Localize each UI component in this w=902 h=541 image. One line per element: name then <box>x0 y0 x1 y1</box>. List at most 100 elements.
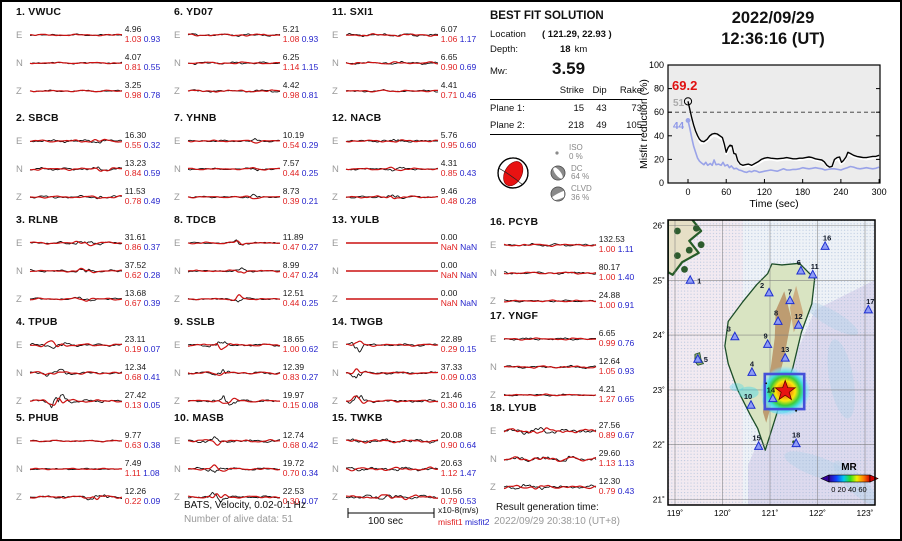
lon-tick-label: 123˚ <box>856 508 873 518</box>
synthetic-trace <box>29 33 122 37</box>
component-label: N <box>16 265 23 277</box>
amplitude-value: 4.07 <box>124 52 142 63</box>
amplitude-value: 4.41 <box>440 80 458 91</box>
misfit2-value: 0.27 <box>301 242 319 252</box>
misfit2-value: 0.93 <box>143 34 161 44</box>
amplitude-value: 12.30 <box>598 476 621 487</box>
synthetic-trace <box>503 427 596 434</box>
station-number-label: 17 <box>866 297 874 306</box>
misfit2-value: 0.39 <box>143 298 161 308</box>
y-tick-label: 40 <box>654 131 664 141</box>
misfit2-value: 0.43 <box>459 168 477 178</box>
mr-colorbar: MR 0 20 40 60 <box>820 462 879 494</box>
station-marker-11 <box>807 269 818 279</box>
misfit2-value: 0.67 <box>617 430 635 440</box>
component-row: E 11.89 0.47 0.27 <box>174 229 332 257</box>
component-label: N <box>332 57 339 69</box>
waveform-trace <box>29 439 122 443</box>
location-label: Location <box>490 29 526 40</box>
component-label: Z <box>332 293 338 305</box>
misfit-reduction-plot: 0 20 40 60 80 100 0 60 120 180 240 300 69.2 51 44 Misfi… <box>638 60 887 210</box>
misfit2-value: 0.27 <box>301 372 319 382</box>
component-label: E <box>490 425 497 437</box>
station-marker-8 <box>773 315 783 325</box>
station-marker-2 <box>764 287 774 297</box>
component-label: Z <box>16 293 22 305</box>
misfit1-value: 0.68 <box>124 372 142 382</box>
synthetic-trace <box>29 138 122 143</box>
station-name: 13. YULB <box>332 214 380 226</box>
y-tick-label: 80 <box>654 84 664 94</box>
mw-label: Mw: <box>490 66 508 77</box>
waveform-column-2: 6. YD07 E 5.21 1.08 0.93 N 6.25 1.14 1.15 Z 4.42… <box>174 2 332 539</box>
misfit1-value: 0.63 <box>124 440 142 450</box>
station-marker-15 <box>753 440 764 450</box>
amplitude-value: 31.61 <box>124 232 147 243</box>
misfit1-value: NaN <box>440 270 458 280</box>
misfit2-value: 1.17 <box>459 34 477 44</box>
trace-metrics: 20.63 1.12 1.47 <box>438 458 490 479</box>
waveform-trace <box>187 491 280 503</box>
misfit1-value: 1.05 <box>598 366 616 376</box>
amplitude-unit: x10-8(m/s) <box>438 505 479 515</box>
component-label: N <box>332 463 339 475</box>
trace-metrics: 4.96 1.03 0.93 <box>122 24 174 45</box>
trace-metrics: 11.53 0.78 0.49 <box>122 186 174 207</box>
station-name: 14. TWGB <box>332 316 384 328</box>
event-date: 2022/09/29 <box>731 9 815 27</box>
misfit2-legend-label: misfit2 <box>464 517 490 527</box>
misfit2-value: NaN <box>460 242 478 252</box>
trace-metrics: 19.97 0.15 0.08 <box>280 390 332 411</box>
waveform-trace <box>503 426 597 435</box>
component-row: Z 0.00 NaN NaN <box>332 285 490 313</box>
amplitude-value: 132.53 <box>598 234 625 245</box>
component-row: E 31.61 0.86 0.37 <box>16 229 174 257</box>
component-row: N 7.57 0.44 0.25 <box>174 155 332 183</box>
synthetic-trace <box>187 167 280 171</box>
station-number-label: 9 <box>764 331 768 340</box>
misfit1-value: 1.06 <box>440 34 458 44</box>
component-row: E 132.53 1.00 1.11 <box>490 231 648 259</box>
lat-tick-label: 22˚ <box>653 440 665 450</box>
amplitude-value: 16.30 <box>124 130 147 141</box>
misfit1-value: 0.89 <box>598 430 616 440</box>
component-label: N <box>174 367 181 379</box>
misfit2-value: 0.93 <box>617 366 635 376</box>
synthetic-trace <box>187 195 280 200</box>
station-number-label: 11 <box>811 262 819 271</box>
synthetic-trace <box>187 33 280 37</box>
trace-metrics: 7.57 0.44 0.25 <box>280 158 332 179</box>
y-tick-label: 0 <box>659 178 664 188</box>
component-row: N 6.65 0.90 0.69 <box>332 49 490 77</box>
amplitude-value: 20.63 <box>440 458 463 469</box>
trace-metrics: 5.21 1.08 0.93 <box>280 24 332 45</box>
component-label: E <box>16 237 23 249</box>
misfit2-value: 0.03 <box>459 372 477 382</box>
synthetic-trace <box>187 343 280 351</box>
component-row: Z 22.53 0.30 0.07 <box>174 483 332 511</box>
component-row: N 6.25 1.14 1.15 <box>174 49 332 77</box>
trace-metrics: 12.51 0.44 0.25 <box>280 288 332 309</box>
amplitude-value: 0.00 <box>440 260 458 271</box>
synthetic-trace <box>345 195 438 200</box>
trace-metrics: 6.07 1.06 1.17 <box>438 24 490 45</box>
waveform-trace <box>29 33 122 37</box>
misfit2-value: 0.21 <box>301 196 319 206</box>
station-number-label: 1 <box>697 276 701 285</box>
station-panel-tdcb: 8. TDCB E 11.89 0.47 0.27 N 8.99 0.47 0.24 Z 12.… <box>174 214 332 313</box>
trace-metrics: 6.65 0.99 0.76 <box>596 328 648 349</box>
component-label: Z <box>490 389 496 401</box>
misfit2-value: 0.59 <box>143 168 161 178</box>
component-row: Z 21.46 0.30 0.16 <box>332 387 490 415</box>
synthetic-trace <box>503 299 596 303</box>
trace-metrics: 37.33 0.09 0.03 <box>438 362 490 383</box>
component-label: Z <box>16 491 22 503</box>
observed-trace <box>187 491 280 503</box>
misfit1-value: 0.47 <box>282 242 300 252</box>
trace-metrics: 0.00 NaN NaN <box>438 288 490 309</box>
station-number-label: 18 <box>792 431 800 440</box>
station-marker-18 <box>791 438 801 448</box>
station-name: 17. YNGF <box>490 310 539 322</box>
misfit1-value: 0.09 <box>440 372 458 382</box>
amplitude-value: 0.00 <box>440 232 458 243</box>
